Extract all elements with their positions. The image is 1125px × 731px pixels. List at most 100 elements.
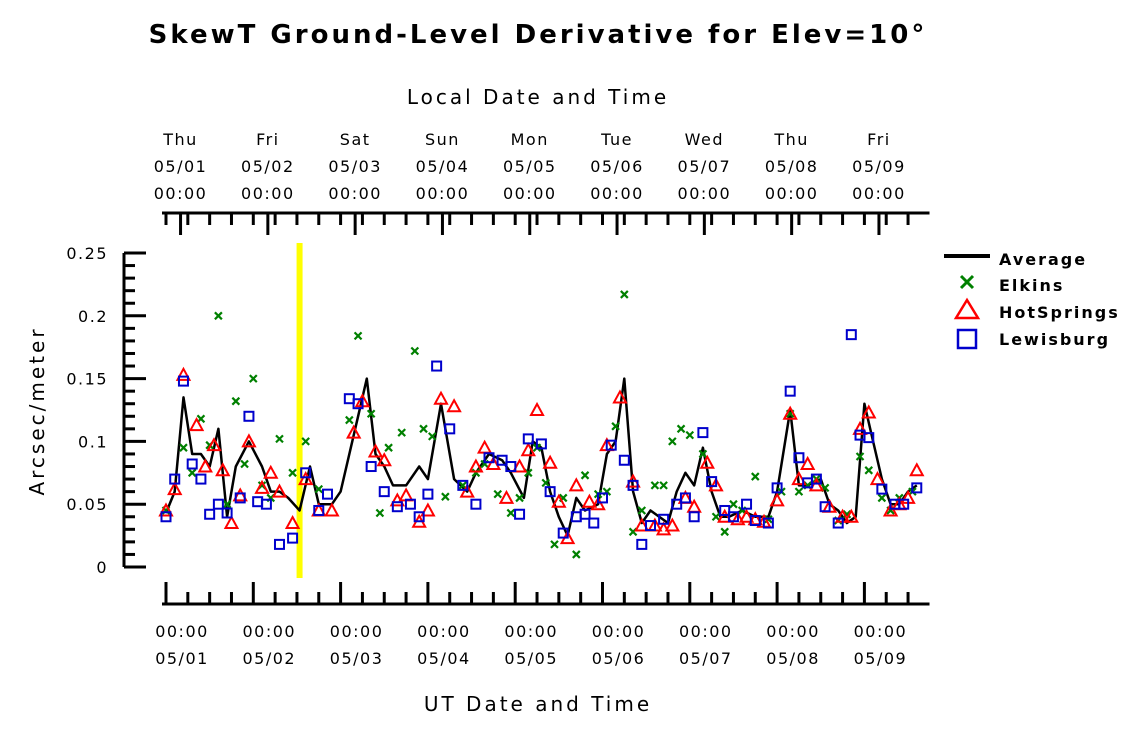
data-point-hotsprings xyxy=(241,433,257,448)
data-point-hotsprings xyxy=(808,477,825,492)
data-point-elkins xyxy=(441,492,450,501)
x-mark-stroke xyxy=(864,466,874,475)
data-point-lewisburg xyxy=(287,532,299,544)
x-mark-stroke xyxy=(659,481,668,490)
x-top-tick-time: 00:00 xyxy=(328,184,382,203)
data-point-hotsprings xyxy=(271,483,288,498)
x-mark-stroke xyxy=(345,415,354,425)
data-point-elkins xyxy=(288,468,297,478)
data-point-elkins xyxy=(301,437,310,446)
data-point-lewisburg xyxy=(863,432,875,444)
data-point-lewisburg xyxy=(645,520,657,532)
data-point-elkins xyxy=(314,484,324,494)
x-bottom-tick-date: 05/05 xyxy=(504,649,558,668)
data-point-lewisburg xyxy=(483,452,495,464)
data-point-elkins xyxy=(240,459,249,469)
data-point-hotsprings xyxy=(590,496,606,511)
x-mark-stroke xyxy=(419,424,428,434)
top-axis-title: Local Date and Time xyxy=(407,85,669,109)
data-point-lewisburg xyxy=(212,498,224,510)
x-bottom-tick-time: 00:00 xyxy=(155,622,209,641)
x-bottom-tick-time: 00:00 xyxy=(417,622,471,641)
x-bottom-tick-time: 00:00 xyxy=(330,622,384,641)
data-point-lewisburg xyxy=(221,507,233,519)
data-point-lewisburg xyxy=(819,501,831,513)
x-top-tick-date: 05/07 xyxy=(678,157,732,176)
x-mark-stroke xyxy=(397,428,406,437)
x-top-tick-time: 00:00 xyxy=(503,184,557,203)
x-top-tick-time: 00:00 xyxy=(852,184,906,203)
x-mark-stroke xyxy=(493,489,503,499)
x-mark-stroke xyxy=(187,468,197,478)
x-bottom-tick-date: 05/04 xyxy=(417,649,471,668)
data-point-lewisburg xyxy=(557,527,569,539)
data-point-elkins xyxy=(750,472,760,481)
x-top-tick-day: Mon xyxy=(511,130,549,149)
data-point-lewisburg xyxy=(845,329,857,341)
data-point-hotsprings xyxy=(843,508,859,523)
x-mark-stroke xyxy=(637,506,647,515)
x-mark-stroke xyxy=(410,346,420,356)
x-bottom-tick-date: 05/08 xyxy=(766,649,820,668)
data-point-elkins xyxy=(650,481,660,490)
x-bottom-tick-time: 00:00 xyxy=(854,622,908,641)
data-point-lewisburg xyxy=(160,511,172,523)
x-mark-stroke xyxy=(275,434,284,444)
data-point-hotsprings xyxy=(232,487,248,502)
data-point-hotsprings xyxy=(551,493,567,508)
data-point-lewisburg xyxy=(544,486,556,498)
data-point-hotsprings xyxy=(664,517,681,532)
data-point-hotsprings xyxy=(511,458,528,473)
x-bottom-tick-date: 05/01 xyxy=(155,649,209,668)
data-point-elkins xyxy=(366,409,376,419)
legend: Average Elkins HotSprings Lewisburg xyxy=(944,250,1118,350)
data-point-hotsprings xyxy=(175,366,192,381)
data-point-hotsprings xyxy=(468,458,484,473)
data-point-elkins xyxy=(842,509,852,519)
data-point-lewisburg xyxy=(597,492,608,504)
x-mark-stroke xyxy=(794,487,804,496)
data-point-hotsprings xyxy=(254,479,270,494)
data-point-hotsprings xyxy=(167,481,183,496)
data-point-lewisburg xyxy=(273,538,285,550)
data-point-lewisburg xyxy=(679,492,691,504)
data-point-lewisburg xyxy=(832,517,844,529)
x-bottom-tick-date: 05/06 xyxy=(592,649,646,668)
data-point-elkins xyxy=(187,468,197,478)
data-point-lewisburg xyxy=(457,479,469,491)
x-mark-stroke xyxy=(231,396,241,406)
data-point-hotsprings xyxy=(376,452,392,467)
data-point-elkins xyxy=(572,550,581,559)
x-mark-stroke xyxy=(698,449,708,459)
data-point-lewisburg xyxy=(771,482,783,494)
x-top-tick-day: Sat xyxy=(340,130,371,149)
x-mark-stroke xyxy=(427,432,437,441)
data-point-hotsprings xyxy=(284,514,301,530)
x-top-tick-day: Tue xyxy=(600,130,633,149)
data-point-lewisburg xyxy=(169,473,181,485)
data-point-lewisburg xyxy=(762,517,774,529)
data-point-hotsprings xyxy=(197,458,213,473)
data-point-elkins xyxy=(855,452,865,461)
data-point-hotsprings xyxy=(612,389,628,404)
x-mark-stroke xyxy=(524,468,533,478)
data-point-lewisburg xyxy=(793,452,805,464)
data-point-elkins xyxy=(620,290,629,299)
data-point-elkins xyxy=(877,493,887,503)
data-point-lewisburg xyxy=(505,461,517,473)
data-point-lewisburg xyxy=(636,538,648,550)
x-bottom-tick-time: 00:00 xyxy=(504,622,558,641)
data-point-lewisburg xyxy=(749,515,761,527)
data-point-elkins xyxy=(637,506,647,515)
data-point-elkins xyxy=(410,346,420,356)
x-mark-stroke xyxy=(580,471,590,480)
data-point-lewisburg xyxy=(535,438,547,450)
data-point-lewisburg xyxy=(177,375,189,387)
data-point-elkins xyxy=(550,540,559,549)
data-point-hotsprings xyxy=(769,492,785,507)
data-point-hotsprings xyxy=(738,508,755,523)
x-top-tick-time: 00:00 xyxy=(678,184,732,203)
data-point-hotsprings xyxy=(717,508,733,523)
data-point-lewisburg xyxy=(496,454,508,466)
data-point-hotsprings xyxy=(158,502,174,517)
